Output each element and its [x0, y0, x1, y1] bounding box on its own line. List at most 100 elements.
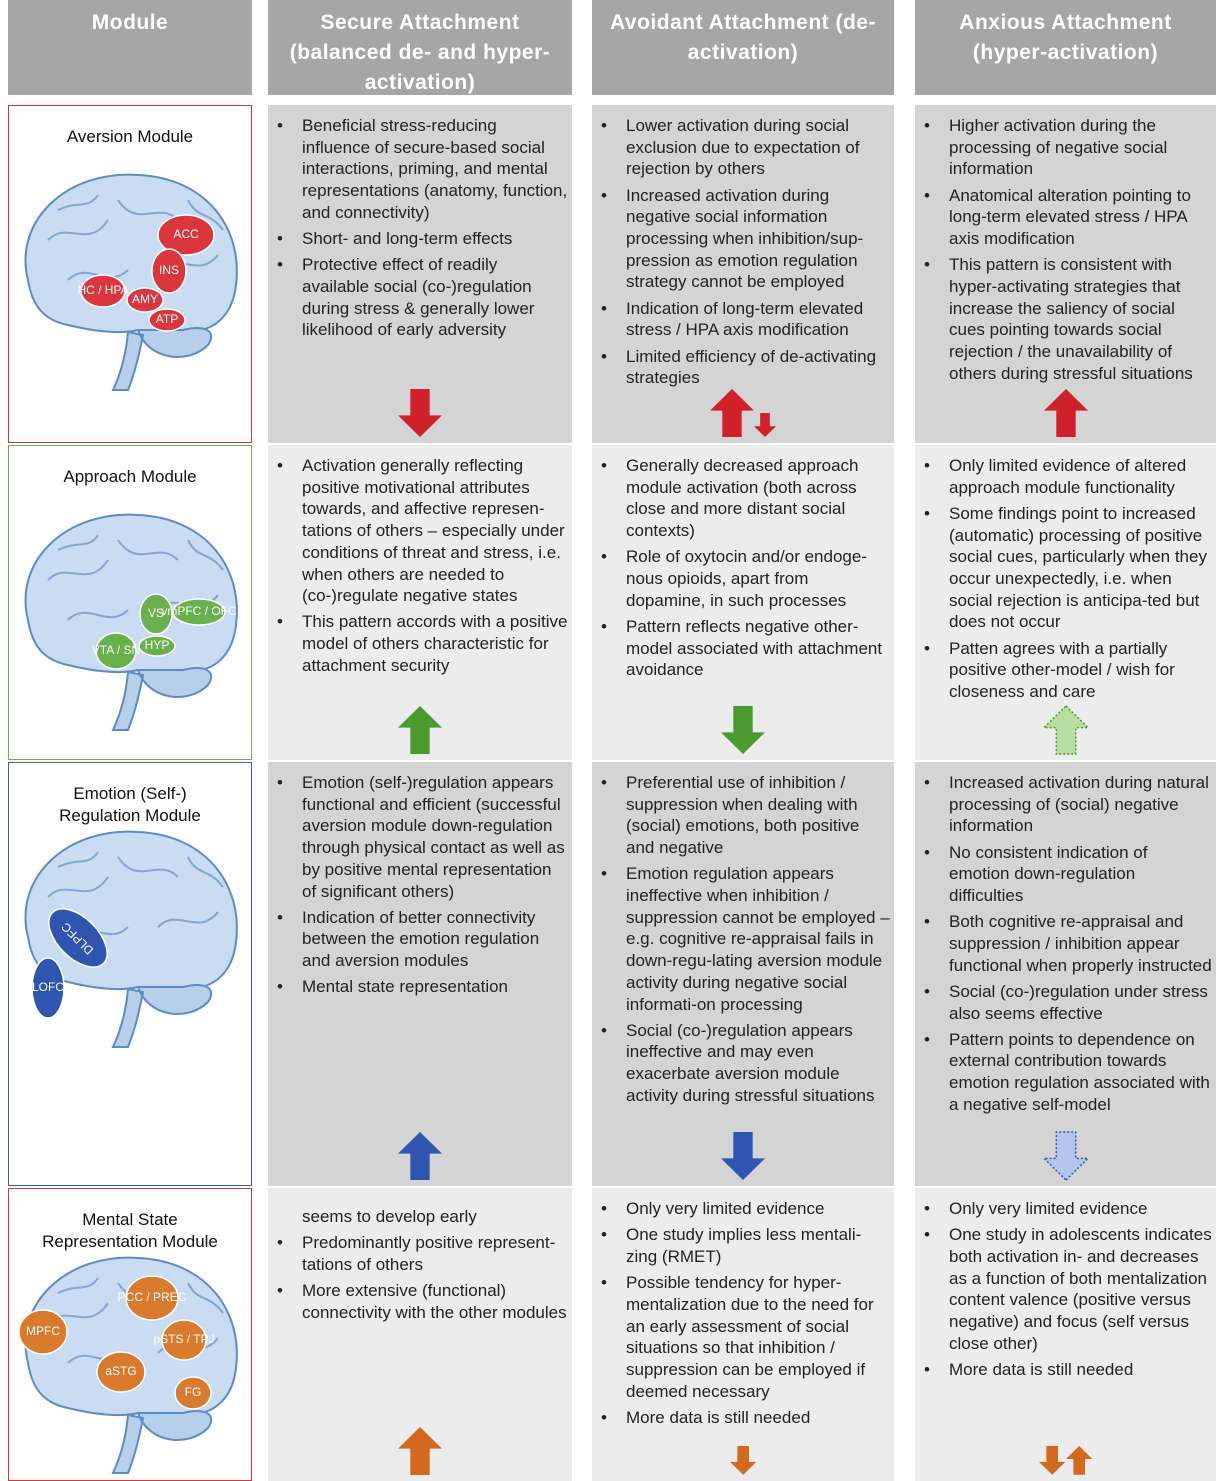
arrow-shape — [398, 1427, 442, 1475]
content-cell: Lower activation during social exclusion… — [592, 105, 894, 443]
arrow-shape — [710, 389, 754, 437]
content-cell: Only very limited evidence One study impl… — [592, 1188, 894, 1481]
region-label: PCC / PREC — [118, 1290, 187, 1304]
bullet-item: Indication of long-term elevated stress … — [601, 298, 890, 341]
bullet-item: Lower activation during social exclusion… — [601, 115, 890, 180]
arrow-shape — [1039, 1446, 1066, 1475]
bullet-item: Protective effect of readily available s… — [277, 254, 568, 341]
content-cell: seems to develop early Predominantly posi… — [268, 1188, 572, 1481]
bullet-item: Anatomical alteration pointing to long-t… — [924, 185, 1212, 250]
region-shape — [48, 908, 108, 968]
brain-region: aSTG — [96, 1351, 146, 1393]
brain-region: pSTS / TPJ — [153, 1319, 215, 1361]
region-shape — [174, 1376, 212, 1410]
arrow — [1065, 1446, 1092, 1475]
bullet-item: More data is still needed — [924, 1359, 1212, 1381]
brain-region: HYP — [138, 635, 176, 657]
bullet-item: Social (co-)regulation appears ineffecti… — [601, 1020, 890, 1107]
brain-region: HC / HPA — [77, 274, 129, 308]
region-label: pSTS / TPJ — [153, 1332, 214, 1346]
brain-region: VS — [139, 593, 173, 635]
region-label: aSTG — [105, 1364, 136, 1378]
content-cell: Emotion (self-)regulation appears functi… — [268, 762, 572, 1186]
bullet-item: Only very limited evidence — [924, 1198, 1212, 1220]
arrow-shape — [1041, 704, 1090, 755]
bullet-item: Activation generally reflecting positive… — [277, 455, 568, 607]
bullet-item: Beneficial stress-reducing influence of … — [277, 115, 568, 224]
content-cell: Preferential use of inhibition / suppres… — [592, 762, 894, 1186]
brain-region: FG — [174, 1376, 212, 1410]
bullet-item: Some findings point to increased (automa… — [924, 503, 1212, 633]
brain-region: PCC / PREC — [118, 1275, 187, 1321]
bullet-item: One study in adolescents indicates both … — [924, 1224, 1212, 1354]
bullet-item: Pattern points to dependence on external… — [924, 1029, 1212, 1116]
brain-outline — [24, 173, 238, 338]
arrow-shape — [721, 1132, 765, 1180]
bullet-item: Higher activation during the processing … — [924, 115, 1212, 180]
brain: ACC INS HC / HPA AMY ATP — [24, 173, 238, 391]
bullet-item: Role of oxytocin and/or endoge-nous opio… — [601, 546, 890, 611]
region-label: VS — [148, 606, 164, 620]
arrow — [1041, 704, 1090, 755]
bullet-item: Pattern reflects negative other-model as… — [601, 616, 890, 681]
bullet-item: Both cognitive re-appraisal and suppress… — [924, 911, 1212, 976]
brain-region: vmPFC / OFC — [161, 598, 237, 626]
region-label: vmPFC / OFC — [161, 604, 237, 618]
region-shape — [139, 593, 173, 635]
bullet-item: Emotion regulation appears ineffective w… — [601, 863, 890, 1015]
brain: PCC / PREC MPFC pSTS / TPJ aSTG FG — [18, 1256, 238, 1474]
module-name: Emotion (Self-) Regulation Module — [59, 784, 201, 825]
bullet-item: Possible tendency for hyper-mentalizatio… — [601, 1272, 890, 1402]
arrow-shape — [1065, 1446, 1092, 1475]
region-label: ACC — [173, 227, 199, 241]
bullet-item: Increased activation during natural proc… — [924, 772, 1212, 837]
arrow — [1039, 1446, 1066, 1475]
bullet-item: Generally decreased approach module acti… — [601, 455, 890, 542]
bullet-item: Preferential use of inhibition / suppres… — [601, 772, 890, 859]
region-shape — [138, 635, 176, 657]
arrow-shape — [398, 389, 442, 437]
region-label: VTA / SN — [92, 643, 140, 657]
arrow — [710, 389, 754, 437]
brain-region: ACC — [157, 214, 215, 256]
arrow — [721, 706, 765, 754]
bullet-item: Limited efficiency of de-activating stra… — [601, 346, 890, 389]
region-label: AMY — [132, 292, 158, 306]
module-name: Mental State Representation Module — [42, 1210, 218, 1251]
region-shape — [161, 1319, 207, 1361]
region-label: FG — [185, 1385, 202, 1399]
region-shape — [95, 632, 137, 670]
bullet-item: Increased activation during negative soc… — [601, 185, 890, 294]
cerebellum — [111, 1410, 213, 1474]
bullet-item: More extensive (functional) connectivity… — [277, 1280, 568, 1323]
bullet-item: Only limited evidence of altered approac… — [924, 455, 1212, 498]
arrow-shape — [398, 1132, 442, 1180]
region-label: LOFC — [32, 980, 64, 994]
column-header: Module — [8, 0, 252, 95]
column-header: Anxious Attachment (hyper-activation) — [915, 0, 1216, 95]
bullet-item: Mental state representation — [277, 976, 568, 998]
region-shape — [148, 308, 186, 332]
bullet-item: More data is still needed — [601, 1407, 890, 1429]
arrow — [721, 1132, 765, 1180]
brain-region: INS — [151, 248, 187, 294]
brain-region: LOFC — [31, 957, 65, 1019]
region-shape — [157, 214, 215, 256]
column-header: Avoidant Attachment (de-activation) — [592, 0, 894, 95]
bullet-item: Emotion (self-)regulation appears functi… — [277, 772, 568, 902]
cell-intro: seems to develop early — [302, 1207, 477, 1226]
arrow — [398, 389, 442, 437]
region-label: HYP — [145, 638, 170, 652]
brain-outline — [24, 513, 238, 678]
bullet-item: One study implies less mentali-zing (RME… — [601, 1224, 890, 1267]
arrow — [398, 706, 442, 754]
region-shape — [126, 287, 164, 313]
region-shape — [151, 248, 187, 294]
region-shape — [125, 1275, 179, 1321]
cerebellum — [111, 984, 213, 1048]
region-shape — [96, 1351, 146, 1393]
content-cell: Higher activation during the processing … — [915, 105, 1216, 443]
arrow — [1043, 389, 1088, 437]
arrow-shape — [721, 706, 765, 754]
